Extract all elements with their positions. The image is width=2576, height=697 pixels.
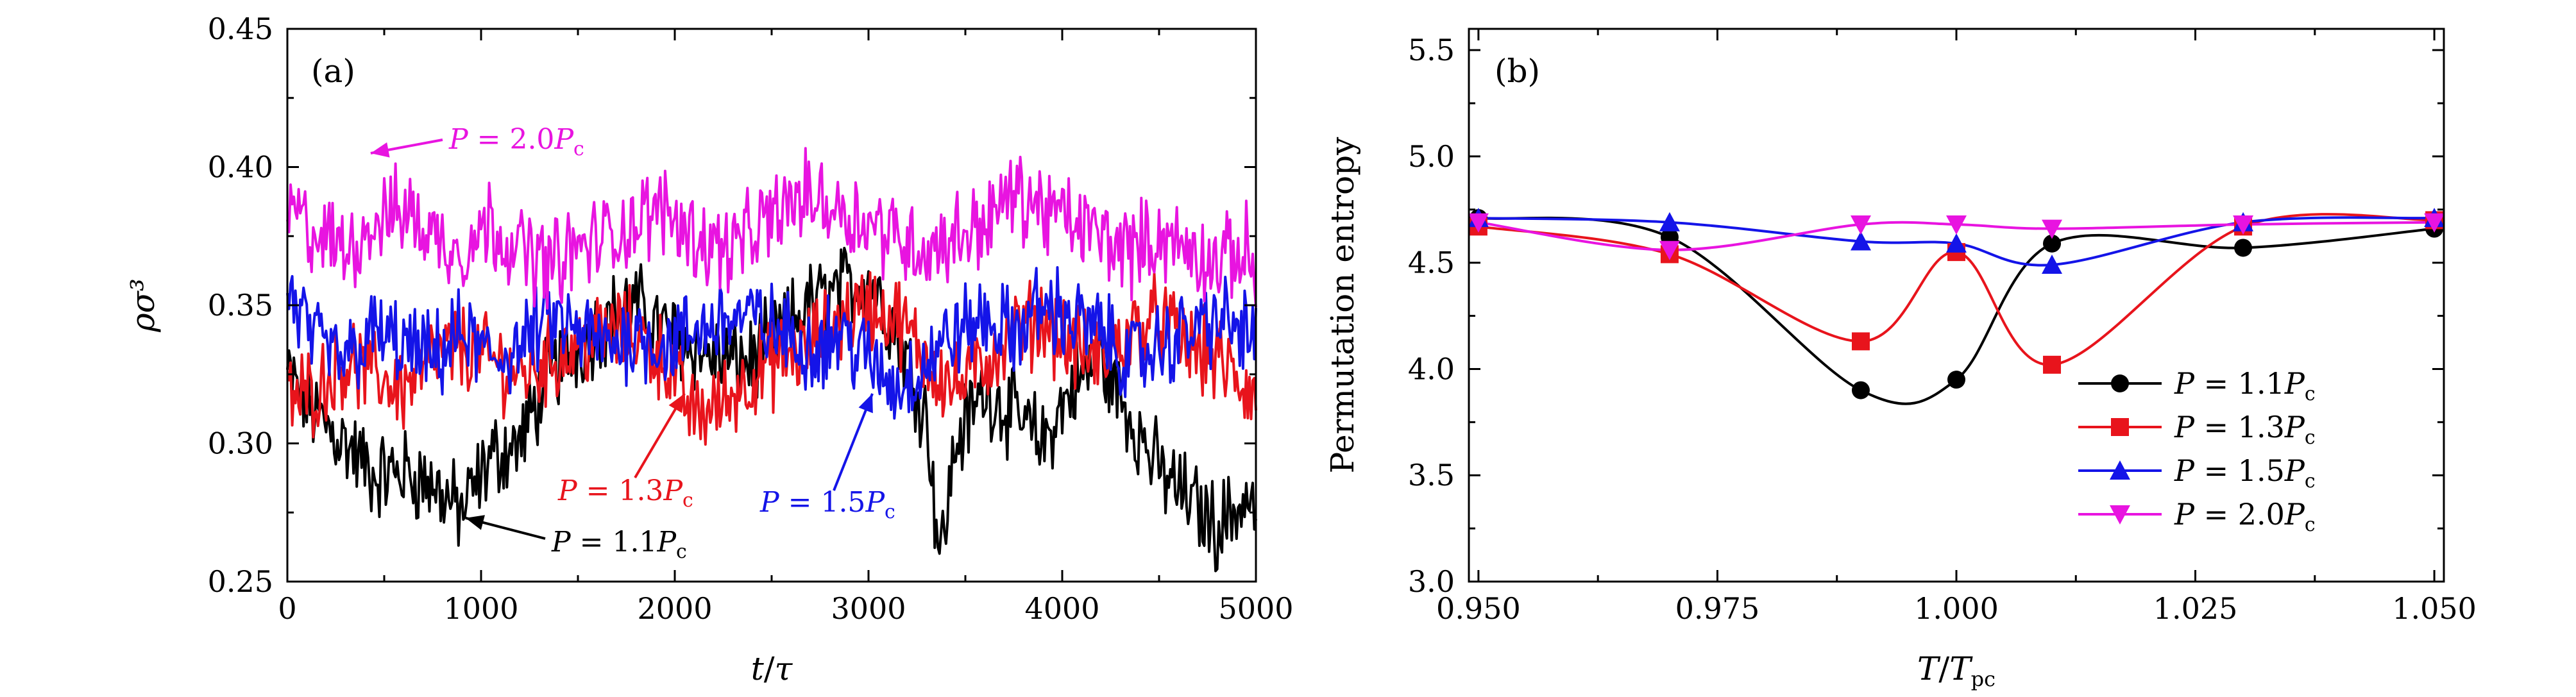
legend-label: P = 2.0Pc: [2174, 497, 2316, 536]
x-tick-label-b: 1.000: [1914, 591, 1999, 626]
data-point-b-1: [1947, 371, 1965, 389]
y-tick-label-a: 0.35: [208, 288, 273, 323]
data-point-b-4: [1946, 215, 1967, 235]
x-tick-label-a: 4000: [1024, 591, 1099, 626]
data-point-b-4: [1468, 213, 1489, 233]
annotation-label-a: P = 2.0Pc: [448, 123, 584, 160]
legend-b: [2078, 374, 2162, 525]
y-tick-label-a: 0.25: [208, 564, 273, 599]
data-point-b-1: [1851, 381, 1870, 399]
x-tick-label-a: 2000: [637, 591, 712, 626]
data-point-b-3: [1659, 212, 1680, 231]
x-tick-label-b: 0.975: [1675, 591, 1760, 626]
data-point-b-3: [1946, 233, 1967, 253]
panel-b: 0.950 0.975 1.000 1.025 1.050 3.0 3.5 4.0 4.5 5.0…: [1324, 28, 2477, 691]
series-line-a-4: [286, 147, 1257, 310]
legend-marker: [2111, 418, 2129, 436]
x-tick-label-a: 3000: [831, 591, 906, 626]
x-axis-label-a: t/τ: [751, 650, 793, 687]
data-point-b-1: [2234, 239, 2253, 257]
x-tick-label-a: 0: [278, 591, 296, 626]
data-point-b-4: [1850, 215, 1871, 235]
legend-marker: [2110, 505, 2130, 525]
y-tick-label-a: 0.30: [208, 426, 273, 461]
annotation-arrowhead-a: [465, 515, 485, 530]
y-axis-label-b: Permutation entropy: [1324, 137, 1361, 474]
legend-label: P = 1.3Pc: [2174, 410, 2316, 449]
annotation-label-a: P = 1.1Pc: [551, 526, 687, 563]
annotation-arrowhead-a: [668, 393, 685, 414]
annotation-label-a: P = 1.5Pc: [759, 486, 895, 523]
data-point-b-4: [2424, 213, 2445, 233]
panel-a: 0 1000 2000 3000 4000 5000 0.25 0.30 0.35 0.40 0.4…: [124, 12, 1294, 687]
data-point-b-4: [1659, 240, 1680, 260]
legend-marker: [2111, 374, 2129, 392]
legend-label: P = 1.1Pc: [2174, 366, 2316, 405]
data-point-b-2: [1851, 332, 1870, 351]
annotation-arrowhead-a: [858, 393, 873, 414]
data-point-b-3: [2042, 255, 2063, 274]
data-point-b-1: [2043, 234, 2062, 253]
legend-label: P = 1.5Pc: [2174, 453, 2316, 492]
y-tick-label-b: 3.0: [1408, 564, 1455, 599]
x-tick-label-b: 1.025: [2153, 591, 2238, 626]
legend-marker: [2110, 460, 2130, 480]
y-tick-label-b: 4.5: [1408, 246, 1455, 280]
x-tick-label-a: 5000: [1218, 591, 1293, 626]
panel-label-b: (b): [1495, 53, 1540, 90]
x-tick-label-b: 0.950: [1436, 591, 1521, 626]
y-axis-label-a: ρσ³: [124, 278, 162, 333]
annotation-arrowhead-a: [370, 142, 390, 158]
data-point-b-3: [1850, 231, 1871, 251]
x-tick-label-a: 1000: [443, 591, 518, 626]
x-tick-label-b: 1.050: [2392, 591, 2477, 626]
y-tick-label-a: 0.40: [208, 150, 273, 185]
y-tick-label-b: 5.0: [1408, 139, 1455, 174]
annotation-label-a: P = 1.3Pc: [557, 474, 693, 512]
x-axis-label-b: T/Tpc: [1917, 650, 1996, 691]
data-point-b-4: [2233, 215, 2254, 235]
data-point-b-2: [2043, 355, 2062, 374]
y-tick-label-b: 4.0: [1408, 351, 1455, 386]
y-tick-label-b: 5.5: [1408, 33, 1455, 67]
y-tick-label-a: 0.45: [208, 12, 273, 46]
data-point-b-4: [2042, 219, 2063, 239]
panel-label-a: (a): [311, 53, 355, 90]
series-line-a-3: [286, 266, 1257, 420]
y-tick-label-b: 3.5: [1408, 458, 1455, 492]
